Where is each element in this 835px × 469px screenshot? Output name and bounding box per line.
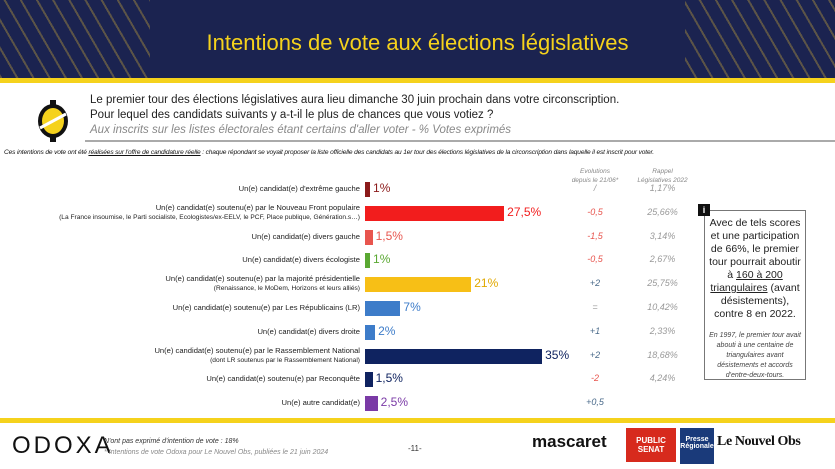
value-label: 35% (545, 347, 570, 362)
question-subtitle: Aux inscrits sur les listes électorales … (90, 124, 512, 136)
rappel-value: 18,68% (647, 349, 678, 360)
footnote: N'ont pas exprimé d'intention de vote : … (104, 438, 329, 456)
question-line: Pour lequel des candidats suivants y a-t… (90, 109, 494, 121)
evolution-value: -0,5 (587, 254, 603, 265)
odoxa-emblem-icon (38, 100, 68, 142)
bar (365, 229, 373, 245)
category-label: Un(e) candidat(e) soutenu(e) par Reconqu… (206, 374, 360, 384)
nouvel-obs-logo: Le Nouvel Obs (717, 434, 801, 449)
chart-row: Un(e) candidat(e) soutenu(e) par le Rass… (0, 345, 700, 367)
question: Le premier tour des élections législativ… (90, 93, 830, 138)
category-label: Un(e) candidat(e) d'extrême gauche (238, 184, 360, 193)
rappel-value: 25,66% (647, 206, 678, 217)
category-label: Un(e) candidat(e) divers écologiste (242, 255, 360, 265)
rappel-value: 4,24% (649, 373, 676, 384)
odoxa-logo: ODOXA (12, 432, 114, 459)
evolution-value: / (593, 183, 597, 193)
chart-row: Un(e) candidat(e) soutenu(e) par Les Rép… (0, 297, 700, 319)
divider (0, 78, 835, 83)
chart-row: Un(e) candidat(e) d'extrême gauche 1% / … (0, 178, 700, 200)
rappel-value: 10,42% (647, 302, 678, 312)
category-label: Un(e) candidat(e) soutenu(e) par le Rass… (154, 345, 360, 364)
bar (365, 396, 378, 412)
value-label: 2% (378, 323, 396, 338)
rappel-header: Rappel Législatives 2022 (637, 168, 688, 184)
presse-regionale-logo: Presse Régionale (680, 428, 714, 464)
methodology-note: Ces intentions de vote ont été réalisées… (4, 149, 654, 156)
chart-row: Un(e) candidat(e) soutenu(e) par la majo… (0, 273, 700, 295)
category-label: Un(e) candidat(e) soutenu(e) par la majo… (165, 274, 360, 293)
value-label: 1% (373, 252, 391, 267)
rappel-value: 25,75% (647, 278, 678, 289)
category-label: Un(e) candidat(e) divers droite (257, 326, 360, 336)
public-senat-logo: PUBLIC SENAT (626, 428, 676, 462)
bar (365, 253, 371, 269)
chart-row: Un(e) candidat(e) soutenu(e) par Reconqu… (0, 368, 700, 390)
mascaret-logo: mascaret (532, 432, 607, 451)
evolution-value: -1,5 (587, 230, 603, 241)
rappel-value: 3,14% (649, 230, 676, 241)
evolution-value: +2 (589, 278, 601, 289)
rappel-value: 2,33% (649, 325, 676, 336)
category-label: Un(e) candidat(e) divers gauche (251, 231, 360, 241)
page-title: Intentions de vote aux élections législa… (206, 30, 629, 55)
rappel-value: 2,67% (649, 254, 676, 265)
rappel-value: 1,17% (649, 183, 676, 193)
category-label: Un(e) candidat(e) soutenu(e) par Les Rép… (172, 303, 360, 312)
bar (365, 324, 376, 340)
chart-row: Un(e) candidat(e) soutenu(e) par le Nouv… (0, 202, 700, 224)
header-banner: Intentions de vote aux élections législa… (0, 0, 835, 78)
value-label: 7% (403, 300, 421, 314)
evolution-value: -0,5 (587, 206, 603, 217)
info-icon: i (698, 204, 710, 216)
value-label: 27,5% (507, 204, 542, 219)
bar (365, 348, 543, 364)
evolution-value: +1 (589, 325, 601, 336)
evolution-value: +0,5 (586, 397, 604, 408)
value-label: 1,5% (375, 371, 403, 386)
page-number: -11- (408, 444, 422, 453)
evolution-value: = (592, 302, 598, 312)
divider (85, 140, 835, 142)
bar (365, 182, 371, 197)
chart-row: Un(e) candidat(e) divers gauche 1,5% -1,… (0, 226, 700, 248)
question-line: Le premier tour des élections législativ… (90, 94, 620, 106)
divider (0, 418, 835, 423)
evolution-value: -2 (590, 373, 599, 384)
chart-row: Un(e) autre candidat(e) 2,5% +0,5 (0, 392, 700, 414)
evolution-value: +2 (589, 349, 601, 360)
value-label: 1,5% (375, 228, 403, 243)
value-label: 1% (373, 181, 391, 195)
bar (365, 372, 373, 388)
value-label: 2,5% (380, 395, 408, 410)
bar (365, 301, 401, 316)
chart-row: Un(e) candidat(e) divers écologiste 1% -… (0, 249, 700, 271)
info-box: Avec de tels scores et une participation… (704, 210, 806, 380)
evolutions-header: Evolutions depuis le 21/06* (571, 168, 619, 184)
category-label: Un(e) autre candidat(e) (281, 398, 360, 408)
bar (365, 277, 472, 293)
category-label: Un(e) candidat(e) soutenu(e) par le Nouv… (59, 202, 360, 221)
bar (365, 205, 505, 221)
value-label: 21% (474, 276, 499, 291)
chart-row: Un(e) candidat(e) divers droite 2% +1 2,… (0, 321, 700, 343)
